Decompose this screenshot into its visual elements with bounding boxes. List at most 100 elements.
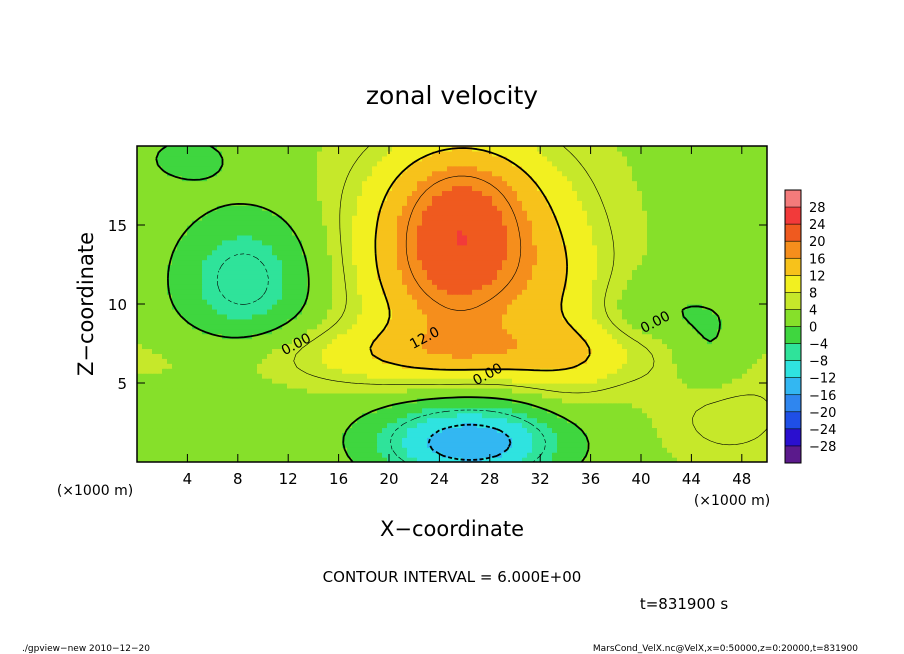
field-cell xyxy=(162,417,168,424)
field-cell xyxy=(467,363,473,369)
field-cell xyxy=(232,392,238,399)
field-cell xyxy=(427,368,433,374)
field-cell xyxy=(732,387,738,394)
field-cell xyxy=(152,457,158,462)
field-cell xyxy=(652,304,658,310)
field-cell xyxy=(267,318,273,325)
field-cell xyxy=(547,299,553,305)
field-cell xyxy=(452,373,458,379)
field-cell xyxy=(527,363,533,369)
field-cell xyxy=(312,383,318,389)
field-cell xyxy=(137,407,143,414)
field-cell xyxy=(307,412,313,419)
field-cell xyxy=(492,343,498,350)
field-cell xyxy=(507,452,513,458)
field-cell xyxy=(192,427,198,433)
field-cell xyxy=(447,363,453,369)
field-cell xyxy=(752,447,758,453)
field-cell xyxy=(422,378,428,384)
field-cell xyxy=(487,318,493,325)
field-cell xyxy=(352,289,358,295)
field-cell xyxy=(582,397,588,404)
field-cell xyxy=(252,264,258,271)
field-cell xyxy=(357,437,363,443)
field-cell xyxy=(752,318,758,325)
field-cell xyxy=(407,397,413,404)
field-cell xyxy=(292,304,298,310)
field-cell xyxy=(697,343,703,350)
field-cell xyxy=(372,368,378,374)
field-cell xyxy=(577,437,583,443)
field-cell xyxy=(307,422,313,429)
field-cell xyxy=(372,427,378,433)
field-cell xyxy=(337,373,343,379)
field-cell xyxy=(682,284,688,290)
field-cell xyxy=(417,387,423,394)
field-cell xyxy=(757,299,763,305)
field-cell xyxy=(732,407,738,414)
field-cell xyxy=(537,407,543,414)
field-cell xyxy=(692,328,698,335)
field-cell xyxy=(422,264,428,271)
field-cell xyxy=(492,447,498,453)
field-cell xyxy=(557,422,563,429)
field-cell xyxy=(332,328,338,335)
field-cell xyxy=(732,323,738,330)
field-cell xyxy=(432,289,438,295)
field-cell xyxy=(287,383,293,389)
field-cell xyxy=(682,397,688,404)
field-cell xyxy=(742,328,748,335)
field-cell xyxy=(757,442,763,448)
field-cell xyxy=(477,328,483,335)
field-cell xyxy=(317,412,323,419)
field-cell xyxy=(172,368,178,374)
field-cell xyxy=(617,422,623,429)
field-cell xyxy=(482,407,488,414)
field-cell xyxy=(577,284,583,290)
field-cell xyxy=(597,417,603,424)
field-cell xyxy=(627,313,633,320)
field-cell xyxy=(442,328,448,335)
field-cell xyxy=(257,274,263,280)
field-cell xyxy=(487,437,493,443)
field-cell xyxy=(662,338,668,345)
field-cell xyxy=(512,353,518,359)
field-cell xyxy=(427,348,433,354)
field-cell xyxy=(502,318,508,325)
field-cell xyxy=(517,284,523,290)
field-cell xyxy=(187,437,193,443)
field-cell xyxy=(412,432,418,438)
field-cell xyxy=(267,274,273,280)
field-cell xyxy=(377,328,383,335)
field-cell xyxy=(517,437,523,443)
field-cell xyxy=(232,308,238,315)
field-cell xyxy=(302,427,308,433)
field-cell xyxy=(627,323,633,330)
field-cell xyxy=(552,402,558,409)
field-cell xyxy=(242,323,248,330)
field-cell xyxy=(482,397,488,404)
field-cell xyxy=(457,447,463,453)
field-cell xyxy=(667,299,673,305)
field-cell xyxy=(577,289,583,295)
field-cell xyxy=(452,269,458,275)
field-cell xyxy=(707,323,713,330)
field-cell xyxy=(737,422,743,429)
field-cell xyxy=(597,333,603,340)
field-cell xyxy=(747,392,753,399)
field-cell xyxy=(262,432,268,438)
field-cell xyxy=(652,279,658,285)
field-cell xyxy=(262,378,268,384)
field-cell xyxy=(552,442,558,448)
field-cell xyxy=(472,402,478,409)
field-cell xyxy=(287,348,293,354)
field-cell xyxy=(497,269,503,275)
field-cell xyxy=(612,343,618,350)
field-cell xyxy=(332,343,338,350)
field-cell xyxy=(252,373,258,379)
field-cell xyxy=(172,452,178,458)
field-cell xyxy=(217,328,223,335)
field-cell xyxy=(377,264,383,271)
field-cell xyxy=(227,348,233,354)
field-cell xyxy=(297,284,303,290)
